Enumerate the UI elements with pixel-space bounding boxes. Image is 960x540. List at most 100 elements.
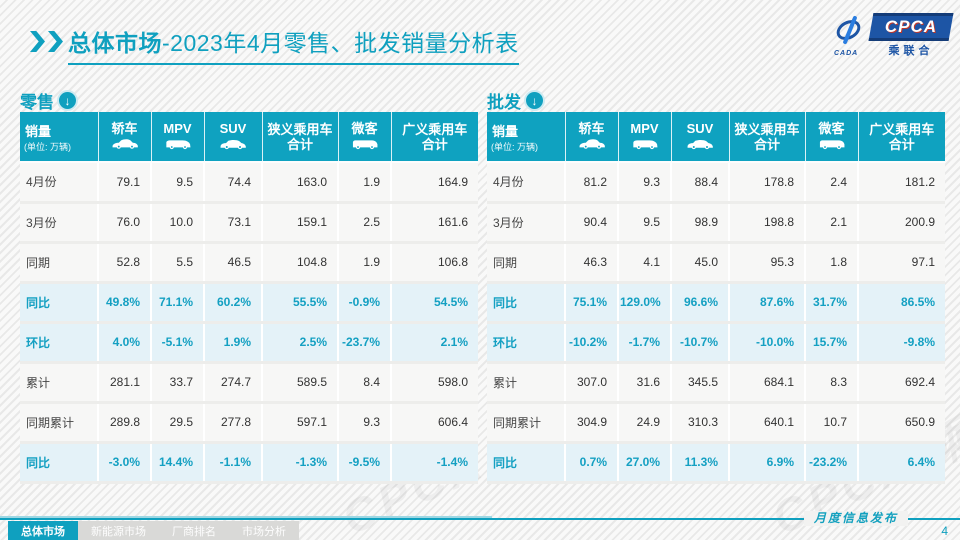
sales-volume-header: 销量 (单位: 万辆) (20, 112, 99, 163)
value-cell: 8.3 (805, 362, 859, 404)
table-row: 4月份 81.2 9.3 88.4 178.8 2.4 181.2 (487, 162, 945, 204)
value-cell: 598.0 (391, 362, 478, 404)
value-cell: 692.4 (858, 362, 945, 404)
value-cell: -3.0% (98, 442, 152, 484)
table-row: 累计 307.0 31.6 345.5 684.1 8.3 692.4 (487, 362, 945, 404)
value-cell: 4.0% (98, 322, 152, 364)
value-cell: 71.1% (151, 282, 205, 324)
retail-section-label: 零售 ↓ (20, 88, 76, 113)
col-header-minibus: 微客 (338, 112, 392, 163)
chevron-double-right-icon (30, 31, 63, 52)
release-note: 月度信息发布 (803, 511, 908, 526)
row-label: 环比 (487, 322, 566, 364)
value-cell: 9.3 (338, 402, 392, 444)
value-cell: -1.7% (618, 322, 672, 364)
table-row: 环比 4.0% -5.1% 1.9% 2.5% -23.7% 2.1% (20, 322, 478, 364)
value-cell: 6.9% (729, 442, 806, 484)
value-cell: 87.6% (729, 282, 806, 324)
value-cell: 73.1 (204, 202, 263, 244)
table-row: 3月份 90.4 9.5 98.9 198.8 2.1 200.9 (487, 202, 945, 244)
value-cell: 159.1 (262, 202, 339, 244)
cpca-chinese-label: 乘联合 (888, 45, 934, 57)
value-cell: 60.2% (204, 282, 263, 324)
value-cell: 178.8 (729, 162, 806, 204)
row-label: 4月份 (487, 162, 566, 204)
retail-table-wrap: 销量 (单位: 万辆) 轿车 MPV SUV (20, 112, 478, 484)
value-cell: 33.7 (151, 362, 205, 404)
value-cell: 10.7 (805, 402, 859, 444)
value-cell: 345.5 (671, 362, 730, 404)
footer-accent-line (0, 516, 492, 518)
col-header-mpv: MPV (618, 112, 672, 163)
value-cell: 277.8 (204, 402, 263, 444)
row-label: 同比 (487, 442, 566, 484)
sedan-icon (112, 138, 138, 149)
col-header-mpv: MPV (151, 112, 205, 163)
suv-icon (687, 139, 713, 149)
value-cell: 45.0 (671, 242, 730, 284)
value-cell: 181.2 (858, 162, 945, 204)
value-cell: 1.9% (204, 322, 263, 364)
value-cell: -10.0% (729, 322, 806, 364)
table-row: 同期 52.8 5.5 46.5 104.8 1.9 106.8 (20, 242, 478, 284)
value-cell: 10.0 (151, 202, 205, 244)
value-cell: 55.5% (262, 282, 339, 324)
sedan-icon (579, 138, 605, 149)
wholesale-table: 销量 (单位: 万辆) 轿车 MPV SUV (487, 112, 945, 484)
value-cell: 27.0% (618, 442, 672, 484)
value-cell: 307.0 (565, 362, 619, 404)
table-row: 3月份 76.0 10.0 73.1 159.1 2.5 161.6 (20, 202, 478, 244)
value-cell: 14.4% (151, 442, 205, 484)
row-label: 同比 (487, 282, 566, 324)
sales-volume-header: 销量 (单位: 万辆) (487, 112, 566, 163)
value-cell: 29.5 (151, 402, 205, 444)
unit-title: 销量 (25, 123, 52, 139)
tab-oem-ranking[interactable]: 厂商排名 (159, 521, 229, 540)
value-cell: 31.6 (618, 362, 672, 404)
footer-nav-tabs: 总体市场 新能源市场 厂商排名 市场分析 (8, 521, 299, 540)
col-header-broad-pv-total: 广义乘用车 合计 (858, 112, 945, 163)
value-cell: 90.4 (565, 202, 619, 244)
value-cell: 606.4 (391, 402, 478, 444)
page-title: 总体市场-2023年4月零售、批发销量分析表 (68, 24, 519, 65)
value-cell: 640.1 (729, 402, 806, 444)
value-cell: -10.7% (671, 322, 730, 364)
row-label: 同期 (20, 242, 99, 284)
value-cell: 650.9 (858, 402, 945, 444)
value-cell: 46.5 (204, 242, 263, 284)
row-label: 同期累计 (487, 402, 566, 444)
value-cell: 104.8 (262, 242, 339, 284)
tab-overall-market[interactable]: 总体市场 (8, 521, 78, 540)
value-cell: 74.4 (204, 162, 263, 204)
row-label: 同期累计 (20, 402, 99, 444)
value-cell: 76.0 (98, 202, 152, 244)
col-header-minibus: 微客 (805, 112, 859, 163)
table-row: 同比 75.1% 129.0% 96.6% 87.6% 31.7% 86.5% (487, 282, 945, 324)
unit-title: 销量 (492, 123, 519, 139)
value-cell: 31.7% (805, 282, 859, 324)
value-cell: 52.8 (98, 242, 152, 284)
row-label: 同比 (20, 282, 99, 324)
wholesale-section-text: 批发 (487, 93, 521, 112)
value-cell: 2.5 (338, 202, 392, 244)
value-cell: 24.9 (618, 402, 672, 444)
tab-market-analysis[interactable]: 市场分析 (229, 521, 299, 540)
value-cell: 597.1 (262, 402, 339, 444)
value-cell: -1.4% (391, 442, 478, 484)
value-cell: 274.7 (204, 362, 263, 404)
value-cell: 9.5 (618, 202, 672, 244)
suv-icon (220, 139, 246, 149)
row-label: 环比 (20, 322, 99, 364)
value-cell: -0.9% (338, 282, 392, 324)
tab-nev-market[interactable]: 新能源市场 (78, 521, 159, 540)
value-cell: 8.4 (338, 362, 392, 404)
value-cell: 200.9 (858, 202, 945, 244)
table-row: 环比 -10.2% -1.7% -10.7% -10.0% 15.7% -9.8% (487, 322, 945, 364)
down-arrow-circle-icon: ↓ (59, 92, 76, 109)
value-cell: 289.8 (98, 402, 152, 444)
col-header-suv: SUV (204, 112, 263, 163)
value-cell: 684.1 (729, 362, 806, 404)
value-cell: -23.2% (805, 442, 859, 484)
value-cell: 88.4 (671, 162, 730, 204)
value-cell: 164.9 (391, 162, 478, 204)
